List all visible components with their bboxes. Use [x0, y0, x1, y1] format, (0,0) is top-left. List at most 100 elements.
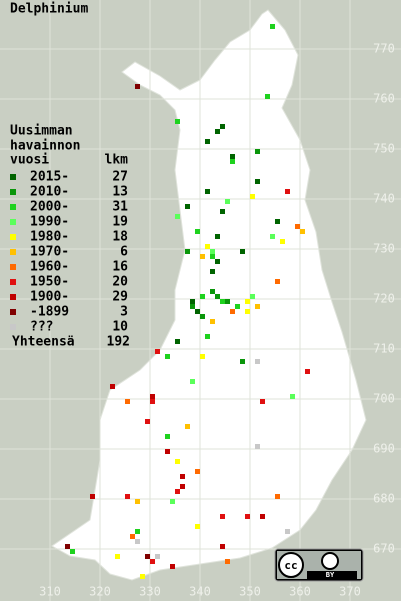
- observation-square: [205, 189, 210, 194]
- observation-square: [210, 249, 215, 254]
- observation-square: [115, 554, 120, 559]
- observation-square: [305, 369, 310, 374]
- legend-label: 1900-: [30, 290, 69, 305]
- observation-square: [205, 139, 210, 144]
- legend-label: 1990-: [30, 215, 69, 230]
- legend-swatch: [10, 294, 16, 300]
- observation-square: [185, 204, 190, 209]
- observation-square: [155, 349, 160, 354]
- observation-square: [135, 499, 140, 504]
- observation-square: [135, 84, 140, 89]
- observation-square: [300, 229, 305, 234]
- observation-square: [125, 494, 130, 499]
- observation-square: [135, 539, 140, 544]
- legend-swatch: [10, 204, 16, 210]
- observation-square: [240, 359, 245, 364]
- legend-count: 20: [112, 275, 128, 290]
- observation-square: [245, 299, 250, 304]
- observation-square: [255, 359, 260, 364]
- legend-count: 13: [112, 185, 128, 200]
- legend-swatch: [10, 234, 16, 240]
- observation-square: [150, 559, 155, 564]
- observation-square: [175, 214, 180, 219]
- observation-square: [215, 294, 220, 299]
- y-tick-label: 710: [373, 342, 395, 356]
- legend-count: 31: [112, 200, 128, 215]
- observation-square: [220, 514, 225, 519]
- observation-square: [65, 544, 70, 549]
- observation-square: [70, 549, 75, 554]
- x-tick-label: 320: [89, 585, 111, 599]
- observation-square: [250, 294, 255, 299]
- observation-square: [195, 524, 200, 529]
- observation-square: [175, 339, 180, 344]
- observation-square: [170, 564, 175, 569]
- legend-label: ???: [30, 320, 53, 335]
- legend-swatch: [10, 219, 16, 225]
- observation-square: [190, 379, 195, 384]
- observation-square: [225, 559, 230, 564]
- observation-square: [255, 179, 260, 184]
- observation-square: [200, 294, 205, 299]
- y-tick-label: 740: [373, 192, 395, 206]
- observation-square: [280, 239, 285, 244]
- observation-square: [215, 259, 220, 264]
- observation-square: [205, 244, 210, 249]
- observation-square: [165, 449, 170, 454]
- observation-square: [255, 149, 260, 154]
- observation-square: [275, 494, 280, 499]
- observation-square: [185, 249, 190, 254]
- observation-square: [145, 554, 150, 559]
- observation-square: [225, 199, 230, 204]
- y-tick-label: 720: [373, 292, 395, 306]
- observation-square: [290, 394, 295, 399]
- legend-title: havainnon: [10, 139, 80, 154]
- legend-label: 1980-: [30, 230, 69, 245]
- legend-count: 18: [112, 230, 128, 245]
- observation-square: [210, 254, 215, 259]
- x-tick-label: 360: [289, 585, 311, 599]
- count-header: lkm: [105, 153, 129, 168]
- legend-label: -1899: [30, 305, 69, 320]
- observation-square: [175, 119, 180, 124]
- legend-count: 6: [120, 245, 128, 260]
- legend-swatch: [10, 279, 16, 285]
- svg-text:cc: cc: [284, 559, 297, 572]
- x-tick-label: 350: [239, 585, 261, 599]
- y-tick-label: 750: [373, 142, 395, 156]
- observation-square: [215, 234, 220, 239]
- observation-square: [265, 94, 270, 99]
- observation-square: [220, 299, 225, 304]
- observation-square: [270, 234, 275, 239]
- observation-square: [210, 319, 215, 324]
- observation-square: [230, 159, 235, 164]
- observation-square: [200, 354, 205, 359]
- observation-square: [220, 544, 225, 549]
- observation-square: [230, 154, 235, 159]
- legend-title: vuosi: [10, 153, 49, 168]
- legend-count: 16: [112, 260, 128, 275]
- observation-square: [195, 309, 200, 314]
- map-title: Delphinium: [10, 2, 88, 17]
- x-tick-label: 310: [39, 585, 61, 599]
- observation-square: [285, 529, 290, 534]
- legend-count: 27: [112, 170, 128, 185]
- y-tick-label: 770: [373, 42, 395, 56]
- observation-square: [195, 229, 200, 234]
- finland-outline: [51, 9, 367, 581]
- observation-square: [230, 309, 235, 314]
- observation-square: [295, 224, 300, 229]
- observation-square: [205, 334, 210, 339]
- observation-square: [110, 384, 115, 389]
- x-tick-label: 370: [339, 585, 361, 599]
- legend-label: 2000-: [30, 200, 69, 215]
- legend-label: 2010-: [30, 185, 69, 200]
- observation-square: [285, 189, 290, 194]
- observation-square: [135, 529, 140, 534]
- observation-square: [235, 304, 240, 309]
- observation-square: [140, 574, 145, 579]
- legend-label: 2015-: [30, 170, 69, 185]
- observation-square: [245, 309, 250, 314]
- legend-swatch: [10, 174, 16, 180]
- license-badge: cc BY: [274, 548, 364, 582]
